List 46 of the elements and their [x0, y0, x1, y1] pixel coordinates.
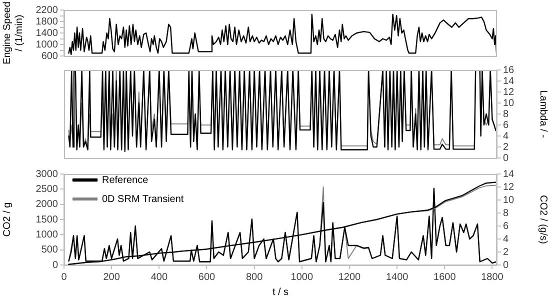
y2-tick-label: 10 [503, 194, 515, 206]
y-tick-label: 600 [41, 50, 58, 62]
x-tick-label: 1600 [434, 272, 456, 283]
y2-tick-label: 14 [503, 168, 515, 180]
y-tick-label: 1000 [36, 229, 58, 240]
y2-tick-label: 16 [503, 64, 515, 76]
y2-tick-label: 6 [503, 120, 509, 131]
y2-tick-label: 2 [503, 246, 509, 258]
y2-axis-title: CO2 / (g/s) [537, 195, 548, 244]
y-axis-title: CO2 / g [2, 202, 13, 237]
y2-tick-label: 8 [503, 208, 509, 219]
y2-tick-label: 12 [503, 86, 515, 98]
x-tick-label: 400 [150, 272, 168, 283]
y-tick-label: 2200 [36, 4, 58, 16]
y-tick-label: 2500 [36, 184, 58, 195]
y2-axis-title: Lambda / - [537, 90, 548, 138]
y-tick-label: 0 [52, 260, 58, 271]
y-tick-label: 500 [41, 244, 58, 256]
y2-tick-label: 8 [503, 108, 509, 120]
x-tick-label: 800 [246, 272, 264, 283]
x-tick-label: 600 [198, 272, 216, 283]
y2-tick-label: 4 [503, 234, 509, 245]
y2-tick-label: 6 [503, 220, 509, 232]
y2-tick-label: 10 [503, 98, 515, 109]
x-tick-label: 1400 [386, 272, 409, 283]
x-axis-title: t / s [272, 286, 289, 298]
y2-tick-label: 0 [503, 152, 509, 164]
y2-tick-label: 4 [503, 130, 509, 142]
x-tick-label: 0 [61, 272, 68, 283]
legend-label: 0D SRM Transient [102, 194, 184, 205]
y-tick-label: 1000 [36, 39, 58, 50]
y2-tick-label: 12 [503, 182, 515, 193]
x-tick-label: 1000 [290, 272, 314, 283]
y-tick-label: 2000 [36, 199, 58, 210]
y-tick-label: 1400 [36, 28, 58, 39]
x-tick-label: 200 [103, 272, 120, 283]
y2-tick-label: 2 [503, 142, 509, 153]
y2-tick-label: 14 [503, 76, 515, 87]
y-tick-label: 3000 [36, 168, 58, 180]
y-axis-title: Engine Speed / (1/min) [2, 2, 25, 64]
y2-tick-label: 0 [503, 260, 509, 271]
legend-label: Reference [102, 174, 149, 186]
x-tick-label: 1800 [481, 272, 504, 283]
y-tick-label: 1500 [36, 214, 58, 226]
y-tick-label: 1800 [36, 16, 58, 28]
x-tick-label: 1200 [338, 272, 362, 283]
